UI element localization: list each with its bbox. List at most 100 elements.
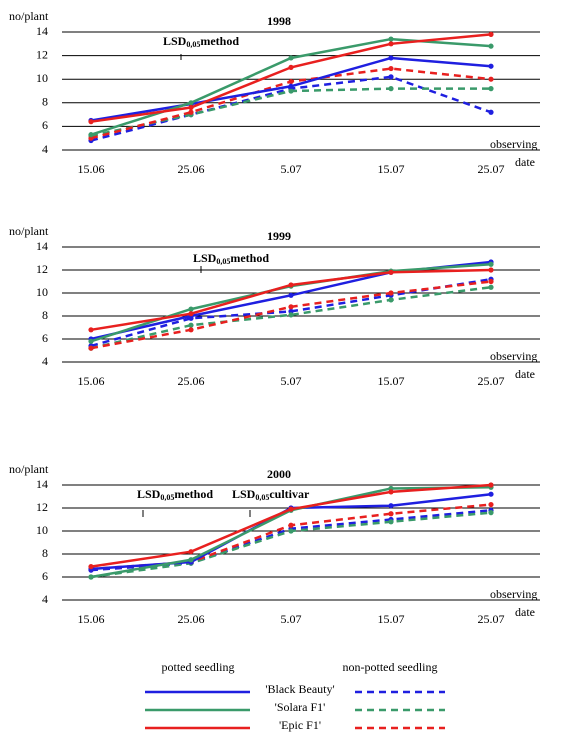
point	[488, 63, 494, 69]
x-tick-label: 15.06	[78, 612, 105, 626]
y-tick-label: 8	[42, 546, 48, 560]
point	[488, 482, 494, 488]
point	[388, 41, 394, 47]
point	[88, 327, 94, 333]
point	[488, 284, 494, 290]
point	[88, 345, 94, 351]
point	[88, 338, 94, 344]
x-tick-label: 15.07	[378, 374, 405, 388]
y-tick-label: 6	[42, 569, 48, 583]
legend-label: 'Black Beauty'	[265, 682, 334, 696]
x-axis-label: observing	[490, 587, 537, 601]
point	[288, 528, 294, 534]
y-tick-label: 4	[42, 354, 48, 368]
legend-header: non-potted seedling	[343, 660, 438, 674]
potted-line	[90, 260, 492, 341]
non-potted-line	[90, 286, 492, 350]
annotation-suffix: cultivar	[269, 487, 310, 501]
point	[388, 290, 394, 296]
point	[288, 64, 294, 70]
point	[388, 489, 394, 495]
chart-title: 1998	[267, 14, 291, 28]
y-tick-label: 10	[36, 285, 48, 299]
point	[388, 86, 394, 92]
x-tick-label: 25.07	[478, 612, 505, 626]
point	[288, 506, 294, 512]
annotation-subscript: 0,05	[255, 493, 269, 502]
annotation-subscript: 0,05	[216, 257, 230, 266]
non-potted-line	[90, 503, 492, 571]
x-tick-label: 25.07	[478, 162, 505, 176]
point	[88, 132, 94, 138]
x-axis-label: observing	[490, 137, 537, 151]
y-tick-label: 4	[42, 142, 48, 156]
x-axis-label: date	[515, 605, 535, 619]
x-tick-label: 15.06	[78, 162, 105, 176]
annotation-label: LSD	[137, 487, 161, 501]
annotation-subscript: 0,05	[186, 40, 200, 49]
x-tick-label: 15.06	[78, 374, 105, 388]
annotation-suffix: method	[174, 487, 213, 501]
annotation: LSD0,05method	[193, 251, 269, 266]
y-tick-label: 14	[36, 239, 48, 253]
point	[188, 327, 194, 333]
annotation: LSD0,05cultivar	[232, 487, 310, 502]
x-axis-label: date	[515, 155, 535, 169]
x-tick-label: 25.06	[178, 162, 205, 176]
y-tick-label: 12	[36, 262, 48, 276]
point	[388, 65, 394, 72]
point	[188, 109, 194, 115]
point	[288, 304, 294, 310]
point	[388, 297, 394, 303]
point	[488, 261, 494, 267]
x-tick-label: 15.07	[378, 612, 405, 626]
point	[88, 564, 94, 570]
y-tick-label: 6	[42, 331, 48, 345]
point	[488, 509, 494, 516]
point	[188, 311, 194, 317]
point	[288, 88, 294, 94]
point	[488, 501, 494, 508]
point	[88, 119, 94, 125]
point	[488, 86, 494, 92]
point	[188, 557, 194, 563]
point	[288, 78, 294, 85]
annotation-suffix: method	[200, 34, 239, 48]
chart-title: 1999	[267, 229, 291, 243]
x-axis-label: date	[515, 367, 535, 381]
annotation-label: LSD	[193, 251, 217, 265]
annotation-label: LSD	[232, 487, 256, 501]
point	[188, 549, 194, 555]
point	[488, 109, 494, 115]
point	[488, 267, 494, 273]
point	[488, 76, 494, 82]
y-axis-label: no/plant	[9, 9, 49, 23]
point	[188, 322, 194, 328]
point	[188, 306, 194, 312]
y-tick-label: 8	[42, 308, 48, 322]
annotation: LSD0,05method	[163, 34, 239, 49]
point	[288, 292, 294, 298]
y-tick-label: 10	[36, 71, 48, 85]
chart-title: 2000	[267, 467, 291, 481]
x-tick-label: 5.07	[281, 612, 302, 626]
point	[388, 269, 394, 275]
point	[488, 278, 494, 285]
point	[288, 522, 294, 528]
point	[388, 74, 394, 80]
x-tick-label: 5.07	[281, 374, 302, 388]
annotation-suffix: method	[230, 251, 269, 265]
y-axis-label: no/plant	[9, 462, 49, 476]
annotation-subscript: 0,05	[160, 493, 174, 502]
x-tick-label: 15.07	[378, 162, 405, 176]
y-tick-label: 12	[36, 500, 48, 514]
point	[288, 282, 294, 288]
point	[388, 55, 394, 61]
y-tick-label: 4	[42, 592, 48, 606]
x-tick-label: 5.07	[281, 162, 302, 176]
point	[88, 574, 94, 580]
y-axis-label: no/plant	[9, 224, 49, 238]
y-tick-label: 6	[42, 118, 48, 132]
x-tick-label: 25.06	[178, 612, 205, 626]
